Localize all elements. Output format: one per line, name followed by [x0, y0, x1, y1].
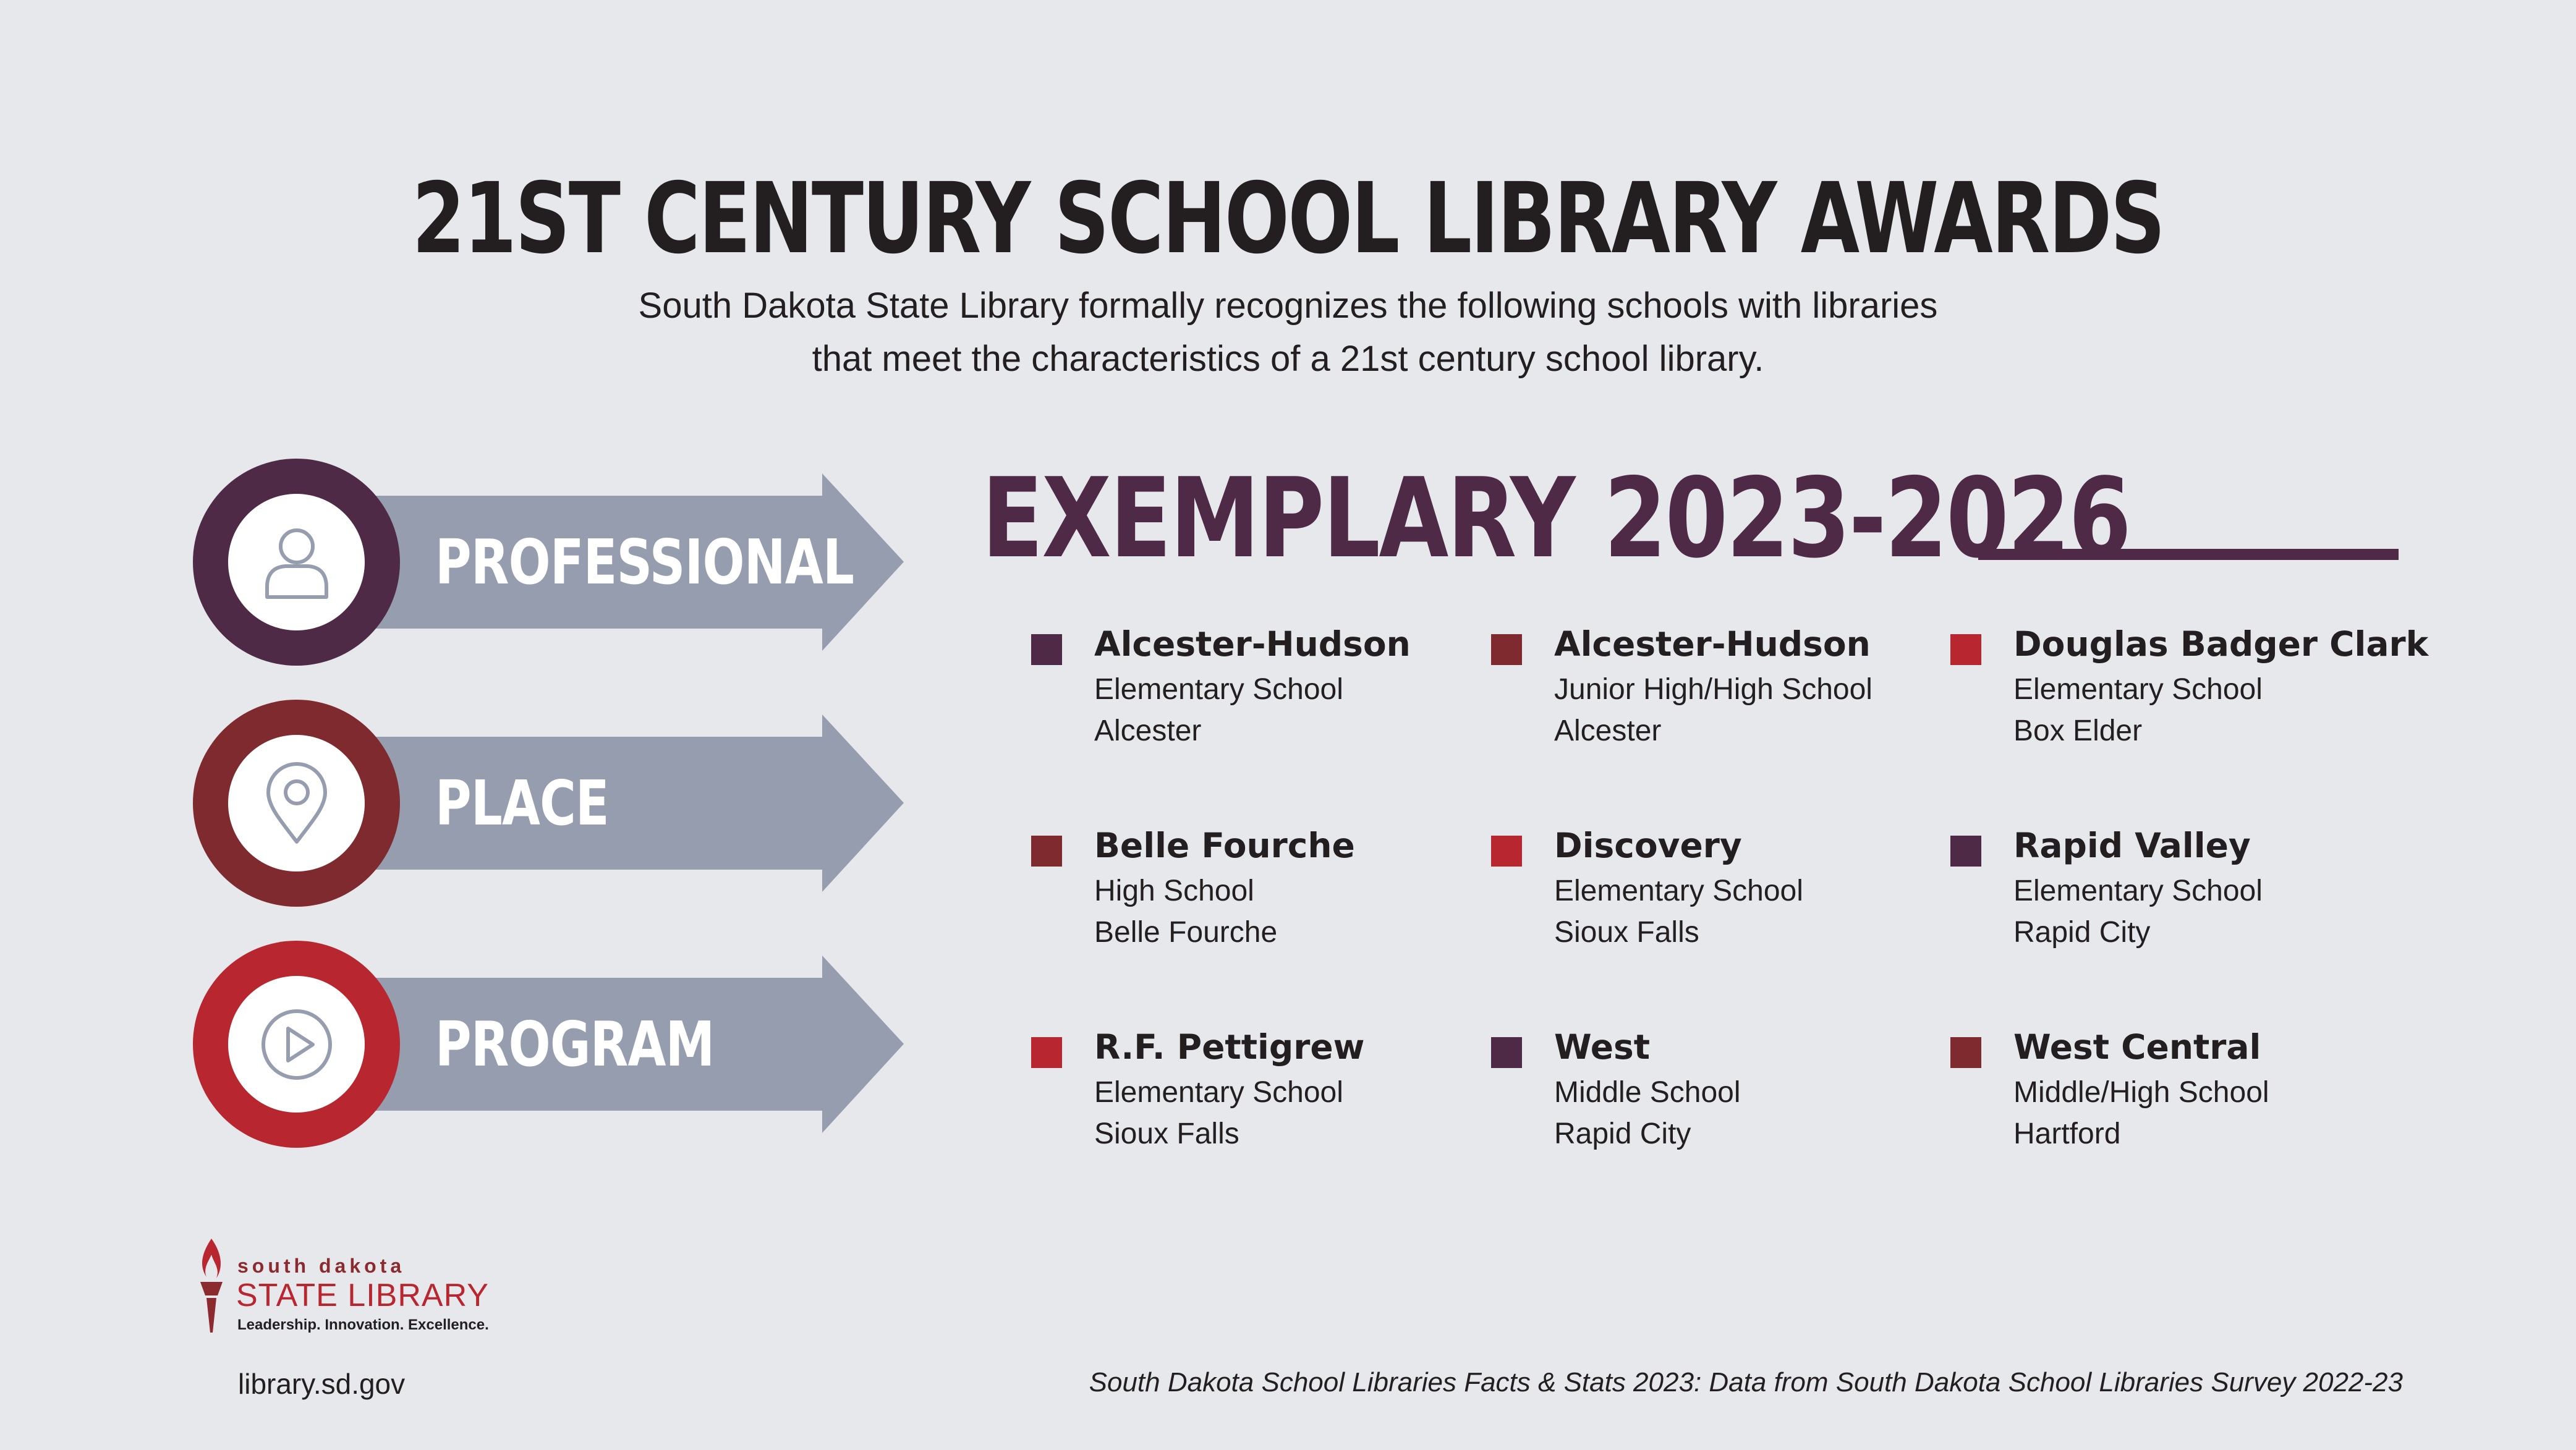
location-pin-icon: [266, 761, 327, 844]
source-citation: South Dakota School Libraries Facts & St…: [1089, 1367, 2403, 1397]
school-type: Junior High/High School: [1554, 673, 1872, 706]
pillar-icon-badge: [228, 494, 365, 630]
logo-line-1: south dakota: [237, 1255, 406, 1277]
school-marker: [1031, 1037, 1062, 1068]
heading-underline: [1978, 549, 2399, 560]
pillar-label: PROFESSIONAL: [435, 526, 854, 598]
school-marker: [1950, 634, 1981, 665]
school-name: Douglas Badger Clark: [2013, 624, 2429, 664]
torch-icon: [200, 1239, 223, 1333]
school-marker: [1950, 1037, 1981, 1068]
school-marker: [1950, 836, 1981, 867]
school-type: Elementary School: [2013, 875, 2263, 907]
school-name: Rapid Valley: [2013, 826, 2251, 865]
pillar-place: PLACE: [193, 700, 904, 907]
school-name: Belle Fourche: [1094, 826, 1355, 865]
website-link[interactable]: library.sd.gov: [238, 1368, 406, 1400]
subtitle-line-2: that meet the characteristics of a 21st …: [812, 339, 1764, 379]
arrow-shape: [323, 473, 904, 651]
school-name: West: [1554, 1027, 1651, 1067]
arrow-shape: [323, 956, 904, 1133]
state-library-logo: south dakota STATE LIBRARY Leadership. I…: [193, 1236, 539, 1335]
school-city: Hartford: [2013, 1117, 2121, 1150]
school-name: Alcester-Hudson: [1554, 624, 1871, 664]
play-icon: [261, 1009, 332, 1080]
pillar-circle: [193, 941, 400, 1148]
school-type: Elementary School: [2013, 673, 2263, 706]
arrow-shape: [323, 714, 904, 892]
school-city: Rapid City: [2013, 916, 2151, 949]
person-icon: [265, 528, 328, 599]
school-name: Alcester-Hudson: [1094, 624, 1411, 664]
school-type: Elementary School: [1094, 673, 1343, 706]
school-name: West Central: [2013, 1027, 2261, 1067]
page-title: 21ST CENTURY SCHOOL LIBRARY AWARDS: [412, 162, 2166, 276]
school-type: Middle/High School: [2013, 1076, 2269, 1109]
pillar-icon-badge: [228, 976, 365, 1113]
pillar-program: PROGRAM: [193, 941, 904, 1148]
logo-tagline: Leadership. Innovation. Excellence.: [237, 1316, 489, 1333]
logo-line-2: STATE LIBRARY: [236, 1278, 489, 1313]
school-name: R.F. Pettigrew: [1094, 1027, 1365, 1067]
school-type: Elementary School: [1554, 875, 1803, 907]
school-city: Sioux Falls: [1554, 916, 1699, 949]
page-subtitle: South Dakota State Library formally reco…: [0, 279, 2576, 386]
school-city: Sioux Falls: [1094, 1117, 1239, 1150]
school-marker: [1031, 836, 1062, 867]
pillar-label: PLACE: [435, 767, 610, 839]
school-marker: [1031, 634, 1062, 665]
school-marker: [1491, 836, 1522, 867]
school-type: Elementary School: [1094, 1076, 1343, 1109]
school-city: Belle Fourche: [1094, 916, 1278, 949]
school-city: Rapid City: [1554, 1117, 1691, 1150]
school-name: Discovery: [1554, 826, 1742, 865]
pillar-circle: [193, 700, 400, 907]
exemplary-heading: EXEMPLARY 2023-2026: [982, 454, 2132, 582]
school-marker: [1491, 1037, 1522, 1068]
subtitle-line-1: South Dakota State Library formally reco…: [638, 286, 1938, 326]
pillar-label: PROGRAM: [435, 1008, 715, 1080]
school-marker: [1491, 634, 1522, 665]
pillar-icon-badge: [228, 735, 365, 871]
school-type: High School: [1094, 875, 1254, 907]
pillar-circle: [193, 459, 400, 666]
pillar-professional: PROFESSIONAL: [193, 459, 904, 666]
school-city: Alcester: [1554, 714, 1662, 747]
school-city: Box Elder: [2013, 714, 2143, 747]
school-city: Alcester: [1094, 714, 1202, 747]
school-type: Middle School: [1554, 1076, 1741, 1109]
